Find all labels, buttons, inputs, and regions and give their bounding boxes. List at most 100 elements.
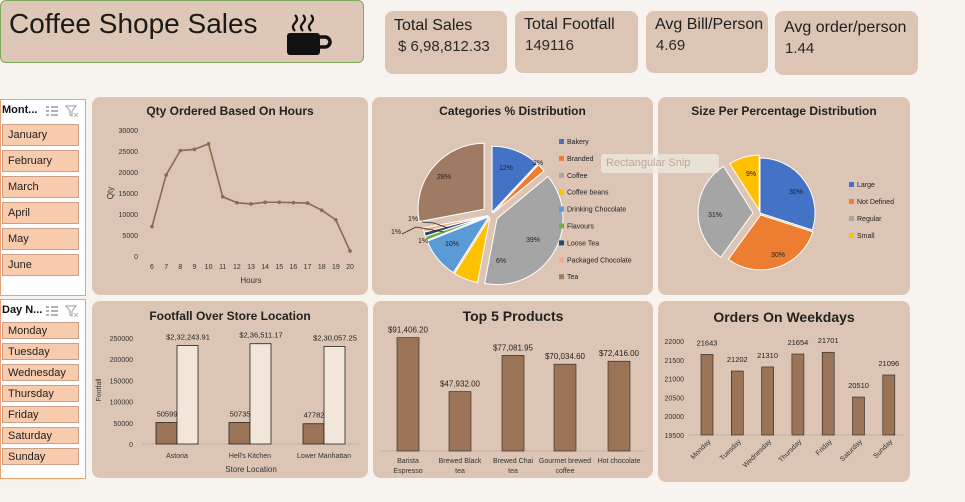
- leader-line: [401, 226, 445, 235]
- top-products-chart[interactable]: Top 5 Products $91,406.20 Barista Espresso…: [373, 301, 653, 478]
- line-point: [348, 249, 352, 253]
- pie-data-label: 9%: [746, 171, 756, 178]
- slicer-item-may[interactable]: May: [2, 228, 79, 250]
- size-pie-chart[interactable]: Size Per Percentage Distribution 30% 30% 3…: [658, 97, 910, 295]
- bar-data-label: $91,406.20: [388, 326, 429, 335]
- x-tick-label: Barista: [397, 458, 419, 465]
- pie-data-label: 28%: [437, 174, 451, 181]
- legend-label: Large: [857, 182, 875, 189]
- line-point: [291, 200, 296, 205]
- coffee-cup-icon: [287, 14, 332, 55]
- weekday-orders-chart[interactable]: Orders On Weekdays 19500 20000 20500 21000 2…: [658, 301, 910, 482]
- pie-slice: [492, 164, 545, 214]
- pie-data-label: 1%: [408, 216, 418, 223]
- bar-data-label: 21202: [727, 355, 748, 364]
- pie-slice: [491, 145, 538, 214]
- chart-title: Categories % Distribution: [439, 104, 586, 118]
- legend-label: Drinking Chocolate: [567, 207, 626, 214]
- line-point: [206, 142, 211, 146]
- slicer-item-sunday[interactable]: Sunday: [2, 448, 79, 465]
- slicer-item-april[interactable]: April: [2, 202, 79, 224]
- y-tick-label: 30000: [119, 128, 139, 135]
- bar-data-label: 21654: [787, 338, 808, 347]
- slicer-item-friday[interactable]: Friday: [2, 406, 79, 423]
- legend-swatch: [559, 274, 564, 280]
- slicer-item-thursday[interactable]: Thursday: [2, 385, 79, 402]
- chart-title: Orders On Weekdays: [713, 309, 855, 325]
- legend-label: Regular: [857, 216, 882, 223]
- bar-data-label: $77,081.95: [493, 343, 534, 352]
- y-tick-label: 50000: [114, 421, 134, 428]
- bar-data-label: $2,36,511.17: [239, 331, 282, 340]
- slicer-item-june[interactable]: June: [2, 254, 79, 276]
- chart-title: Top 5 Products: [462, 308, 564, 324]
- month-slicer[interactable]: Mont... January February March April May…: [0, 99, 86, 296]
- legend-swatch: [559, 240, 564, 246]
- clear-filter-icon[interactable]: [65, 105, 79, 118]
- x-tick-label: Brewed Black: [439, 458, 482, 465]
- clear-filter-icon[interactable]: [65, 305, 79, 318]
- bar: [852, 396, 865, 436]
- x-axis-label: Hours: [240, 276, 261, 285]
- day-slicer[interactable]: Day N... Monday Tuesday Wednesday Thursd…: [0, 299, 86, 479]
- slicer-item-march[interactable]: March: [2, 176, 79, 198]
- line-point: [263, 200, 267, 205]
- x-tick-label: Saturday: [839, 438, 864, 463]
- x-tick-label: 6: [150, 264, 154, 271]
- slicer-item-february[interactable]: February: [2, 150, 79, 172]
- legend-swatch: [559, 139, 564, 144]
- bar-data-label: 20510: [848, 381, 869, 390]
- bar-data-label: 50735: [230, 409, 251, 418]
- x-tick-label: Astoria: [166, 453, 188, 460]
- pie-data-label: 1%: [418, 238, 428, 245]
- leader-line: [421, 221, 449, 229]
- slicer-item-wednesday[interactable]: Wednesday: [2, 364, 79, 381]
- slicer-item-monday[interactable]: Monday: [2, 322, 79, 339]
- pie-data-label: 6%: [496, 258, 506, 265]
- line-point: [178, 148, 183, 153]
- kpi-title: Total Sales: [394, 17, 473, 34]
- y-tick-label: 20500: [665, 395, 685, 402]
- bar: [501, 355, 525, 452]
- snip-overlay: Rectangular Snip: [601, 154, 719, 173]
- x-tick-label: tea: [455, 468, 465, 475]
- categories-pie-chart[interactable]: Categories % Distribution 12% 2% 39% 6% 10% 1…: [372, 97, 653, 295]
- pie-data-label: 30%: [789, 189, 803, 196]
- y-axis-label: Footfall: [96, 378, 103, 401]
- x-tick-label: Hell's Kitchen: [229, 453, 271, 460]
- bar-sales: [249, 343, 272, 445]
- kpi-avg-order: Avg order/person 1.44: [775, 11, 918, 75]
- legend-swatch: [849, 199, 854, 204]
- qty-by-hours-chart[interactable]: Qty Ordered Based On Hours 0 5000 10000 150…: [92, 97, 368, 295]
- footfall-store-chart[interactable]: Footfall Over Store Location 0 50000 10000…: [92, 301, 368, 478]
- x-tick-label: 10: [205, 264, 213, 271]
- pie-data-label: 31%: [708, 212, 722, 219]
- bar: [553, 363, 577, 452]
- slicer-title: Mont...: [2, 104, 38, 116]
- y-tick-label: 20000: [665, 414, 685, 421]
- kpi-value: 4.69: [656, 37, 686, 54]
- slicer-item-january[interactable]: January: [2, 124, 79, 146]
- slicer-header: Day N...: [1, 302, 85, 320]
- bar-data-label: 21643: [697, 338, 718, 347]
- dashboard-title: Coffee Shope Sales: [9, 8, 258, 39]
- bar: [396, 337, 420, 452]
- kpi-value: $ 6,98,812.33: [398, 38, 490, 55]
- kpi-title: Avg order/person: [784, 19, 907, 36]
- line-point: [305, 201, 310, 205]
- slicer-item-saturday[interactable]: Saturday: [2, 427, 79, 444]
- pie-slice: [759, 157, 816, 231]
- y-tick-label: 150000: [110, 378, 133, 385]
- multi-select-icon[interactable]: [45, 105, 59, 117]
- chart-title: Qty Ordered Based On Hours: [146, 104, 314, 118]
- line-point: [334, 218, 338, 222]
- slicer-item-tuesday[interactable]: Tuesday: [2, 343, 79, 360]
- bar-data-label: $70,034.60: [545, 352, 586, 361]
- bar: [761, 366, 774, 436]
- multi-select-icon[interactable]: [45, 305, 59, 317]
- x-axis-label: Store Location: [225, 465, 277, 474]
- x-tick-label: 15: [275, 264, 283, 271]
- bar: [821, 351, 835, 436]
- line-point: [319, 208, 324, 213]
- legend-label: Coffee beans: [567, 190, 609, 197]
